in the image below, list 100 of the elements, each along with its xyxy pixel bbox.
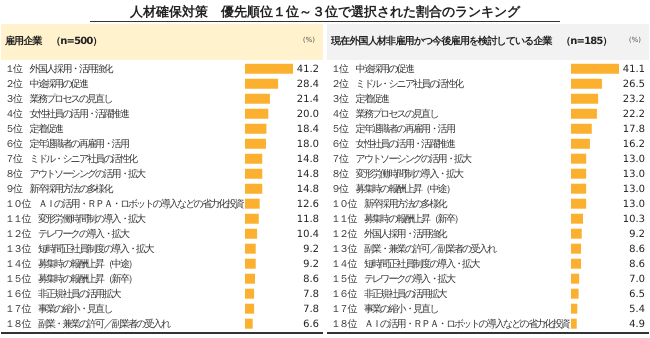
bar xyxy=(245,94,270,104)
y-tick-label: ２位 ミドル・シニア社員の活性化 xyxy=(331,78,464,90)
data-label: 20.0 xyxy=(296,109,319,120)
data-label: 4.9 xyxy=(629,319,645,330)
bar xyxy=(245,198,260,209)
bar xyxy=(571,244,582,254)
data-label: 8.6 xyxy=(629,244,645,256)
y-tick-label: １８位 副業・兼業の許可／副業者の受入れ xyxy=(5,318,171,330)
data-label: 22.2 xyxy=(622,109,645,120)
y-tick-label: ５位 定着促進 xyxy=(5,123,64,135)
data-label: 8.6 xyxy=(303,274,319,286)
bar xyxy=(245,78,278,89)
bar xyxy=(571,258,582,269)
y-tick-label: １７位 事業の縮小・見直し xyxy=(5,303,112,315)
y-tick-label: ９位 募集時の報酬上昇（中途） xyxy=(331,183,454,195)
data-label: 13.0 xyxy=(622,154,645,166)
y-tick-label: ８位 変形労働時間制の導入・拡大 xyxy=(331,168,464,180)
data-label: 18.0 xyxy=(296,139,319,150)
data-label: 26.5 xyxy=(622,79,645,90)
bar xyxy=(571,78,602,89)
data-label: 6.6 xyxy=(303,319,319,330)
bar xyxy=(245,184,262,194)
y-tick-label: １４位 募集時の報酬上昇（中途） xyxy=(5,258,136,270)
bar xyxy=(245,64,293,74)
y-tick-label: １０位 ＡＩの活用・ＲＰＡ・ロボットの導入などの省力化投資 xyxy=(5,198,245,210)
bar xyxy=(245,138,266,149)
bar xyxy=(245,228,258,239)
y-tick-label: １５位 テレワークの導入・拡大 xyxy=(331,273,456,285)
y-tick-label: ４位 女性社員の活用・活躍推進 xyxy=(5,108,130,120)
text: 人材確保対策 優先順位１位～３位で選択された割合のランキング xyxy=(90,2,560,22)
data-label: 8.6 xyxy=(629,259,645,270)
bar xyxy=(245,154,262,164)
data-label: 7.0 xyxy=(629,274,645,286)
data-label: 6.5 xyxy=(629,289,645,300)
bar xyxy=(571,214,584,224)
y-tick-label: ３位 定着促進 xyxy=(331,93,390,105)
data-label: 9.2 xyxy=(303,259,319,270)
data-label: 10.3 xyxy=(622,214,645,226)
y-tick-label: １１位 変形労働時間制の導入・拡大 xyxy=(5,213,146,225)
bar xyxy=(245,244,256,254)
y-tick-label: ４位 業務プロセスの見直し xyxy=(331,108,438,120)
data-label: 18.4 xyxy=(296,124,319,136)
y-tick-label: ８位 アウトソーシングの活用・拡大 xyxy=(5,168,146,180)
y-tick-label: ７位 ミドル・シニア社員の活性化 xyxy=(5,153,138,165)
y-tick-label: ６位 女性社員の活用・活躍推進 xyxy=(331,138,456,150)
data-label: 7.8 xyxy=(303,304,319,316)
bar xyxy=(571,168,586,179)
y-tick-label: １７位 事業の縮小・見直し xyxy=(331,303,438,315)
bar xyxy=(571,228,582,239)
data-label: 9.2 xyxy=(303,244,319,256)
y-tick-label: １位 外国人採用・活用強化 xyxy=(5,63,114,75)
y-tick-label: １１位 募集時の報酬上昇（新卒） xyxy=(331,213,462,225)
data-label: 10.4 xyxy=(296,229,319,240)
data-label: 11.8 xyxy=(296,214,319,226)
bar xyxy=(245,258,256,269)
bar xyxy=(245,318,253,329)
bar xyxy=(571,198,586,209)
data-label: 13.0 xyxy=(622,184,645,196)
bar xyxy=(571,274,580,284)
y-tick-label: １３位 副業・兼業の許可／副業者の受入れ xyxy=(331,243,497,255)
bar xyxy=(245,214,259,224)
bar xyxy=(571,318,577,329)
bar xyxy=(571,124,592,134)
bar xyxy=(571,138,590,149)
data-label: 5.4 xyxy=(629,304,645,316)
data-label: 13.0 xyxy=(622,199,645,210)
y-tick-label: ６位 定年退職者の再雇用・活用 xyxy=(5,138,129,150)
y-tick-label: ７位 アウトソーシングの活用・拡大 xyxy=(331,153,472,165)
data-label: 14.8 xyxy=(296,154,319,166)
bar xyxy=(571,94,598,104)
y-tick-label: １位 中途採用の促進 xyxy=(331,63,415,75)
data-label: 12.6 xyxy=(296,199,319,210)
bar xyxy=(571,304,578,314)
y-tick-label: ３位 業務プロセスの見直し xyxy=(5,93,112,105)
data-label: 23.2 xyxy=(622,94,645,106)
data-label: 16.2 xyxy=(622,139,645,150)
data-label: 41.1 xyxy=(622,64,645,76)
y-tick-label: ５位 定年退職者の再雇用・活用 xyxy=(331,123,455,135)
data-label: 13.0 xyxy=(622,169,645,180)
data-label: 9.2 xyxy=(629,229,645,240)
y-tick-label: １３位 短時間正社員制度の導入・拡大 xyxy=(5,243,154,255)
data-label: 41.2 xyxy=(296,64,319,76)
bar xyxy=(245,288,254,299)
bar xyxy=(245,124,266,134)
y-tick-label: １０位 新卒採用方法の多様化 xyxy=(331,198,448,210)
data-label: 21.4 xyxy=(296,94,319,106)
bar xyxy=(245,274,256,284)
bar xyxy=(571,154,586,164)
data-label: 17.8 xyxy=(622,124,645,136)
bar xyxy=(571,288,579,299)
y-tick-label: ２位 中途採用の促進 xyxy=(5,78,89,90)
bar xyxy=(571,108,597,119)
y-tick-label: １４位 短時間正社員制度の導入・拡大 xyxy=(331,258,480,270)
bar xyxy=(245,108,268,119)
text: 現在外国人材非雇用かつ今後雇用を検討している企業 （n=185） xyxy=(331,36,612,47)
y-tick-label: １８位 ＡＩの活用・ＲＰＡ・ロボットの導入などの省力化投資 xyxy=(331,318,571,330)
bar xyxy=(245,168,262,179)
data-label: 28.4 xyxy=(296,79,319,90)
y-tick-label: １６位 非正規社員の活用拡大 xyxy=(331,288,448,300)
y-tick-label: １５位 募集時の報酬上昇（新卒） xyxy=(5,273,136,285)
